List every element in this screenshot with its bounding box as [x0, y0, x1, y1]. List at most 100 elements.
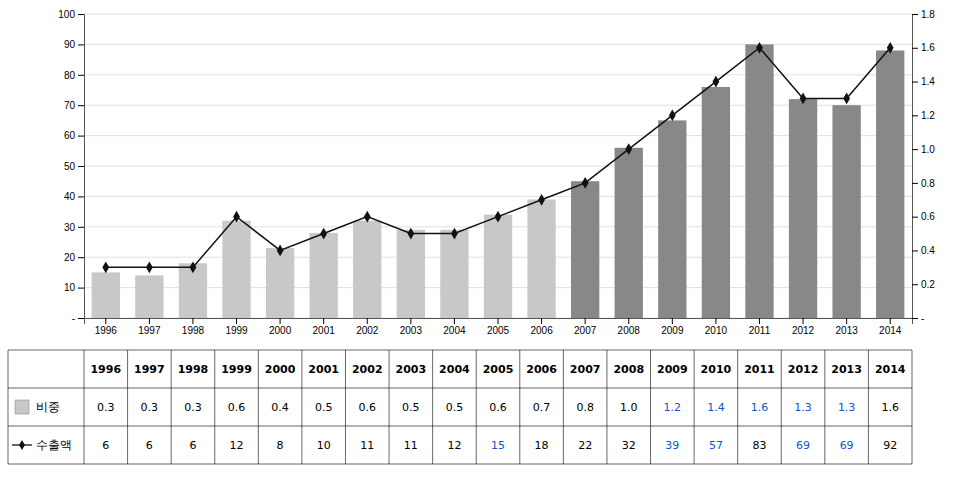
tick: 1.2: [912, 110, 935, 121]
table-cell: 0.3: [97, 401, 115, 414]
tick-mark: [78, 166, 84, 167]
bar: [222, 221, 250, 318]
tick-mark: [192, 318, 193, 324]
table-cell: 8: [277, 439, 284, 452]
table-cell: 10: [317, 439, 331, 452]
table-cell: 22: [578, 439, 592, 452]
legend-label: 비중: [36, 400, 60, 414]
table-border: [8, 426, 912, 427]
table-header: 2005: [483, 363, 514, 376]
bar: [135, 275, 163, 318]
bar: [310, 233, 338, 318]
tick-mark: [912, 48, 918, 49]
tick-label: 2014: [879, 325, 902, 336]
table-border: [694, 350, 695, 464]
axis-line: [913, 15, 919, 319]
axis-line: [78, 15, 85, 319]
tick-mark: [78, 227, 84, 228]
table-cell: 0.5: [446, 401, 464, 414]
table-cell: 0.4: [271, 401, 289, 414]
table-cell: 11: [404, 439, 418, 452]
bar-series: [92, 44, 905, 318]
table-border: [389, 350, 390, 464]
tick: -: [912, 313, 924, 324]
table-cell: 32: [622, 439, 636, 452]
tick-mark: [323, 318, 324, 324]
table-border: [8, 350, 9, 464]
tick: 40: [64, 191, 84, 202]
tick-label: 70: [64, 100, 76, 111]
tick-label: 1996: [95, 325, 118, 336]
tick-mark: [410, 318, 411, 324]
bar: [92, 272, 120, 318]
tick-label: 0.2: [921, 279, 935, 290]
tick: 1.0: [912, 144, 935, 155]
tick-label: 2009: [661, 325, 684, 336]
tick-mark: [105, 318, 106, 324]
legend-swatch: [15, 400, 29, 414]
bar: [789, 99, 817, 318]
tick: 0.2: [912, 279, 935, 290]
tick-label: -: [921, 313, 924, 324]
table-header: 2012: [788, 363, 819, 376]
line-marker: [146, 261, 153, 273]
line-marker: [495, 211, 502, 223]
tick-mark: [912, 284, 918, 285]
table-header: 2010: [701, 363, 732, 376]
table-border: [737, 350, 738, 464]
tick: 30: [64, 222, 84, 233]
tick-label: 60: [64, 130, 76, 141]
line-marker: [277, 245, 284, 257]
table-header: 2013: [831, 363, 862, 376]
line-marker: [843, 93, 850, 105]
table-header: 2009: [657, 363, 688, 376]
legend-item: 비중: [15, 400, 60, 414]
tick: 1997: [138, 318, 161, 336]
tick-mark: [78, 318, 84, 319]
table-border: [301, 350, 302, 464]
tick-label: 2000: [269, 325, 292, 336]
table-cell: 6: [102, 439, 109, 452]
tick-mark: [236, 318, 237, 324]
tick: 50: [64, 161, 84, 172]
table-cell: 1.6: [881, 401, 899, 414]
tick: 0.8: [912, 178, 935, 189]
tick-mark: [585, 318, 586, 324]
table-header: 1999: [221, 363, 252, 376]
tick-label: 20: [64, 252, 76, 263]
tick-mark: [78, 14, 84, 15]
tick-mark: [149, 318, 150, 324]
y-axis: -102030405060708090100: [58, 9, 84, 324]
table-cell: 39: [665, 439, 679, 452]
tick-label: 0.8: [921, 178, 935, 189]
tick: 0.4: [912, 245, 935, 256]
line: [106, 48, 890, 268]
table-header: 1998: [178, 363, 209, 376]
tick-label: 50: [64, 161, 76, 172]
tick-label: 90: [64, 39, 76, 50]
table-border: [171, 350, 172, 464]
table-cell: 57: [709, 439, 723, 452]
line-marker: [887, 42, 894, 54]
table-cell: 12: [447, 439, 461, 452]
bar: [353, 221, 381, 318]
marks: [92, 42, 905, 318]
tick-label: 40: [64, 191, 76, 202]
tick-mark: [912, 250, 918, 251]
table-header: 2003: [396, 363, 427, 376]
table-header: 2006: [526, 363, 557, 376]
tick-label: -: [72, 313, 75, 324]
tick-label: 10: [64, 282, 76, 293]
axis-line: [85, 319, 913, 325]
bar: [615, 148, 643, 318]
tick: 20: [64, 252, 84, 263]
tick: 2003: [400, 318, 423, 336]
table-border: [432, 350, 433, 464]
bar: [876, 50, 904, 318]
tick-label: 2012: [792, 325, 815, 336]
grid-line: [84, 44, 912, 45]
line-marker: [538, 194, 545, 206]
x-axis: 1996199719981999200020012002200320042005…: [85, 318, 913, 336]
tick: 2011: [749, 318, 771, 336]
line-marker: [582, 177, 589, 189]
